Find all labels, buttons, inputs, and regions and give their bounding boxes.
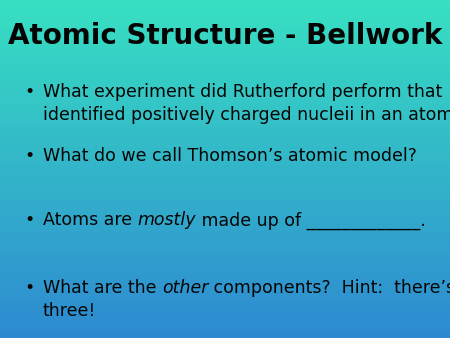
Text: made up of _____________.: made up of _____________. <box>196 211 426 230</box>
Text: components?  Hint:  there’s: components? Hint: there’s <box>208 279 450 297</box>
Text: Atomic Structure - Bellwork: Atomic Structure - Bellwork <box>8 22 442 50</box>
Text: •: • <box>25 211 35 229</box>
Text: What do we call Thomson’s atomic model?: What do we call Thomson’s atomic model? <box>43 147 417 165</box>
Text: identified positively charged nucleii in an atom?: identified positively charged nucleii in… <box>43 106 450 124</box>
Text: •: • <box>25 279 35 297</box>
Text: •: • <box>25 147 35 165</box>
Text: Atoms are: Atoms are <box>43 211 137 229</box>
Text: •: • <box>25 83 35 101</box>
Text: three!: three! <box>43 302 96 320</box>
Text: other: other <box>162 279 208 297</box>
Text: What are the: What are the <box>43 279 162 297</box>
Text: mostly: mostly <box>137 211 196 229</box>
Text: What experiment did Rutherford perform that: What experiment did Rutherford perform t… <box>43 83 442 101</box>
